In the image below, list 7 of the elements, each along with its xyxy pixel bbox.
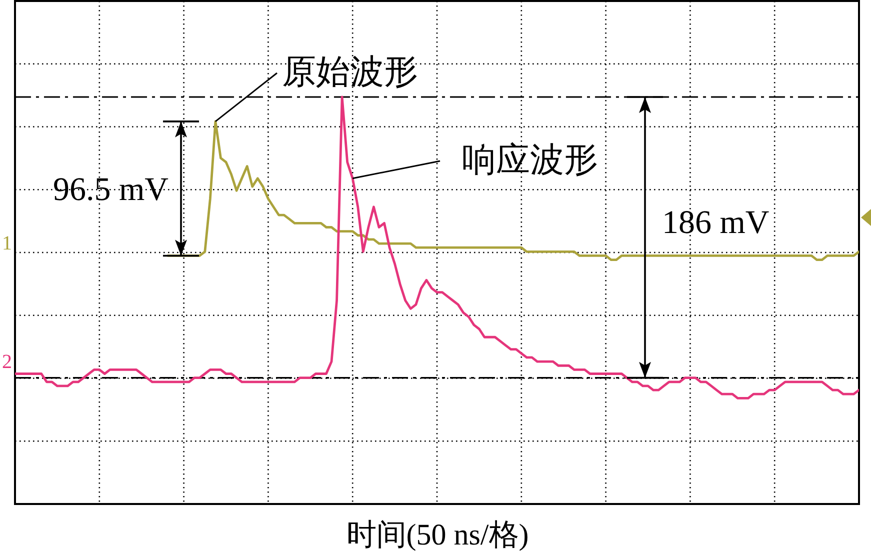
annotation: 96.5 mV bbox=[53, 172, 169, 208]
series-label: 2 bbox=[2, 350, 12, 373]
annotation: 186 mV bbox=[662, 205, 770, 241]
annotation: 响应波形 bbox=[462, 142, 598, 179]
x-axis-title: 时间(50 ns/格) bbox=[346, 518, 529, 552]
annotation: 原始波形 bbox=[282, 54, 418, 91]
text: 1 bbox=[2, 232, 12, 255]
